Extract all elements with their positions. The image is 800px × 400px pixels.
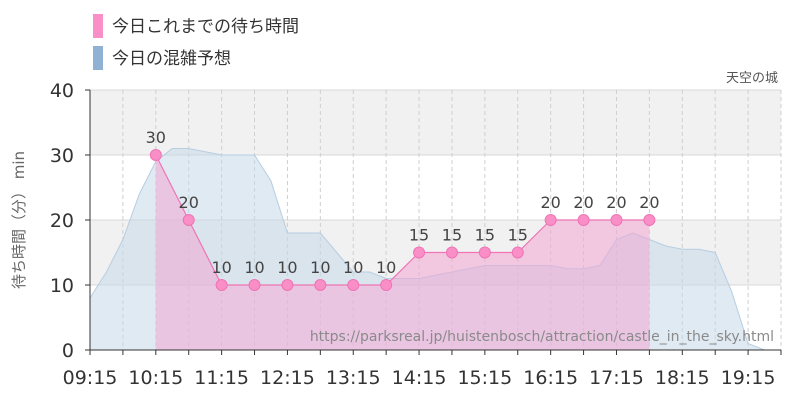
data-label: 15 [442, 226, 462, 245]
x-tick-label: 09:15 [63, 367, 118, 389]
chart-subtitle: 天空の城 [726, 71, 778, 86]
data-points [149, 149, 656, 291]
legend-swatch [93, 46, 103, 70]
x-tick-label: 14:15 [392, 367, 447, 389]
x-tick-label: 17:15 [589, 367, 644, 389]
data-point [478, 246, 491, 259]
data-point [149, 149, 162, 161]
x-tick-label: 18:15 [655, 367, 710, 389]
data-point [314, 279, 327, 291]
legend-swatch [93, 14, 103, 38]
data-label: 10 [376, 258, 396, 277]
y-axis-label: 待ち時間（分） min [10, 151, 28, 289]
data-label: 10 [277, 258, 297, 277]
data-point [215, 279, 228, 291]
data-label: 10 [211, 258, 231, 277]
data-label: 15 [508, 226, 528, 245]
data-point [248, 279, 261, 291]
source-url: https://parksreal.jp/huistenbosch/attrac… [310, 329, 774, 345]
data-point [610, 214, 623, 226]
data-label: 20 [540, 193, 560, 212]
data-label: 15 [409, 226, 429, 245]
data-label: 20 [639, 193, 659, 212]
data-label: 10 [244, 258, 264, 277]
actual-line [155, 154, 650, 286]
data-point [544, 214, 557, 226]
data-label: 15 [475, 226, 495, 245]
data-point [281, 279, 294, 291]
data-label: 20 [179, 193, 199, 212]
x-tick-label: 13:15 [326, 367, 381, 389]
background-band [90, 90, 781, 155]
data-point [445, 246, 458, 259]
x-tick-label: 16:15 [523, 367, 578, 389]
data-point [413, 246, 426, 259]
data-label: 10 [343, 258, 363, 277]
data-label: 10 [310, 258, 330, 277]
x-tick-label: 19:15 [721, 367, 776, 389]
y-tick-label: 10 [50, 275, 74, 297]
series-areas [89, 148, 781, 351]
y-tick-label: 40 [50, 80, 74, 102]
x-tick-label: 15:15 [457, 367, 512, 389]
data-label: 30 [146, 128, 166, 147]
x-tick-label: 12:15 [260, 367, 315, 389]
x-tick-label: 10:15 [128, 367, 183, 389]
data-label: 20 [573, 193, 593, 212]
y-tick-label: 0 [62, 340, 74, 362]
actual-area [155, 155, 650, 350]
data-point [577, 214, 590, 226]
data-labels: 30 20 10 10 10 10 10 10 15 15 15 15 20 20 20 20 [146, 128, 660, 277]
data-point [347, 279, 360, 291]
x-tick-label: 11:15 [194, 367, 249, 389]
axes: 0 10 20 30 40 09:15 10:15 11:15 12:15 13:15 14:15 1… [50, 80, 782, 389]
data-point [380, 279, 393, 291]
data-point [182, 214, 195, 226]
legend-label: 今日の混雑予想 [112, 49, 231, 69]
y-tick-label: 30 [50, 145, 74, 167]
y-tick-label: 20 [50, 210, 74, 232]
data-label: 20 [606, 193, 626, 212]
legend-label: 今日これまでの待ち時間 [112, 17, 299, 37]
data-point [511, 246, 524, 259]
data-point [643, 214, 656, 226]
